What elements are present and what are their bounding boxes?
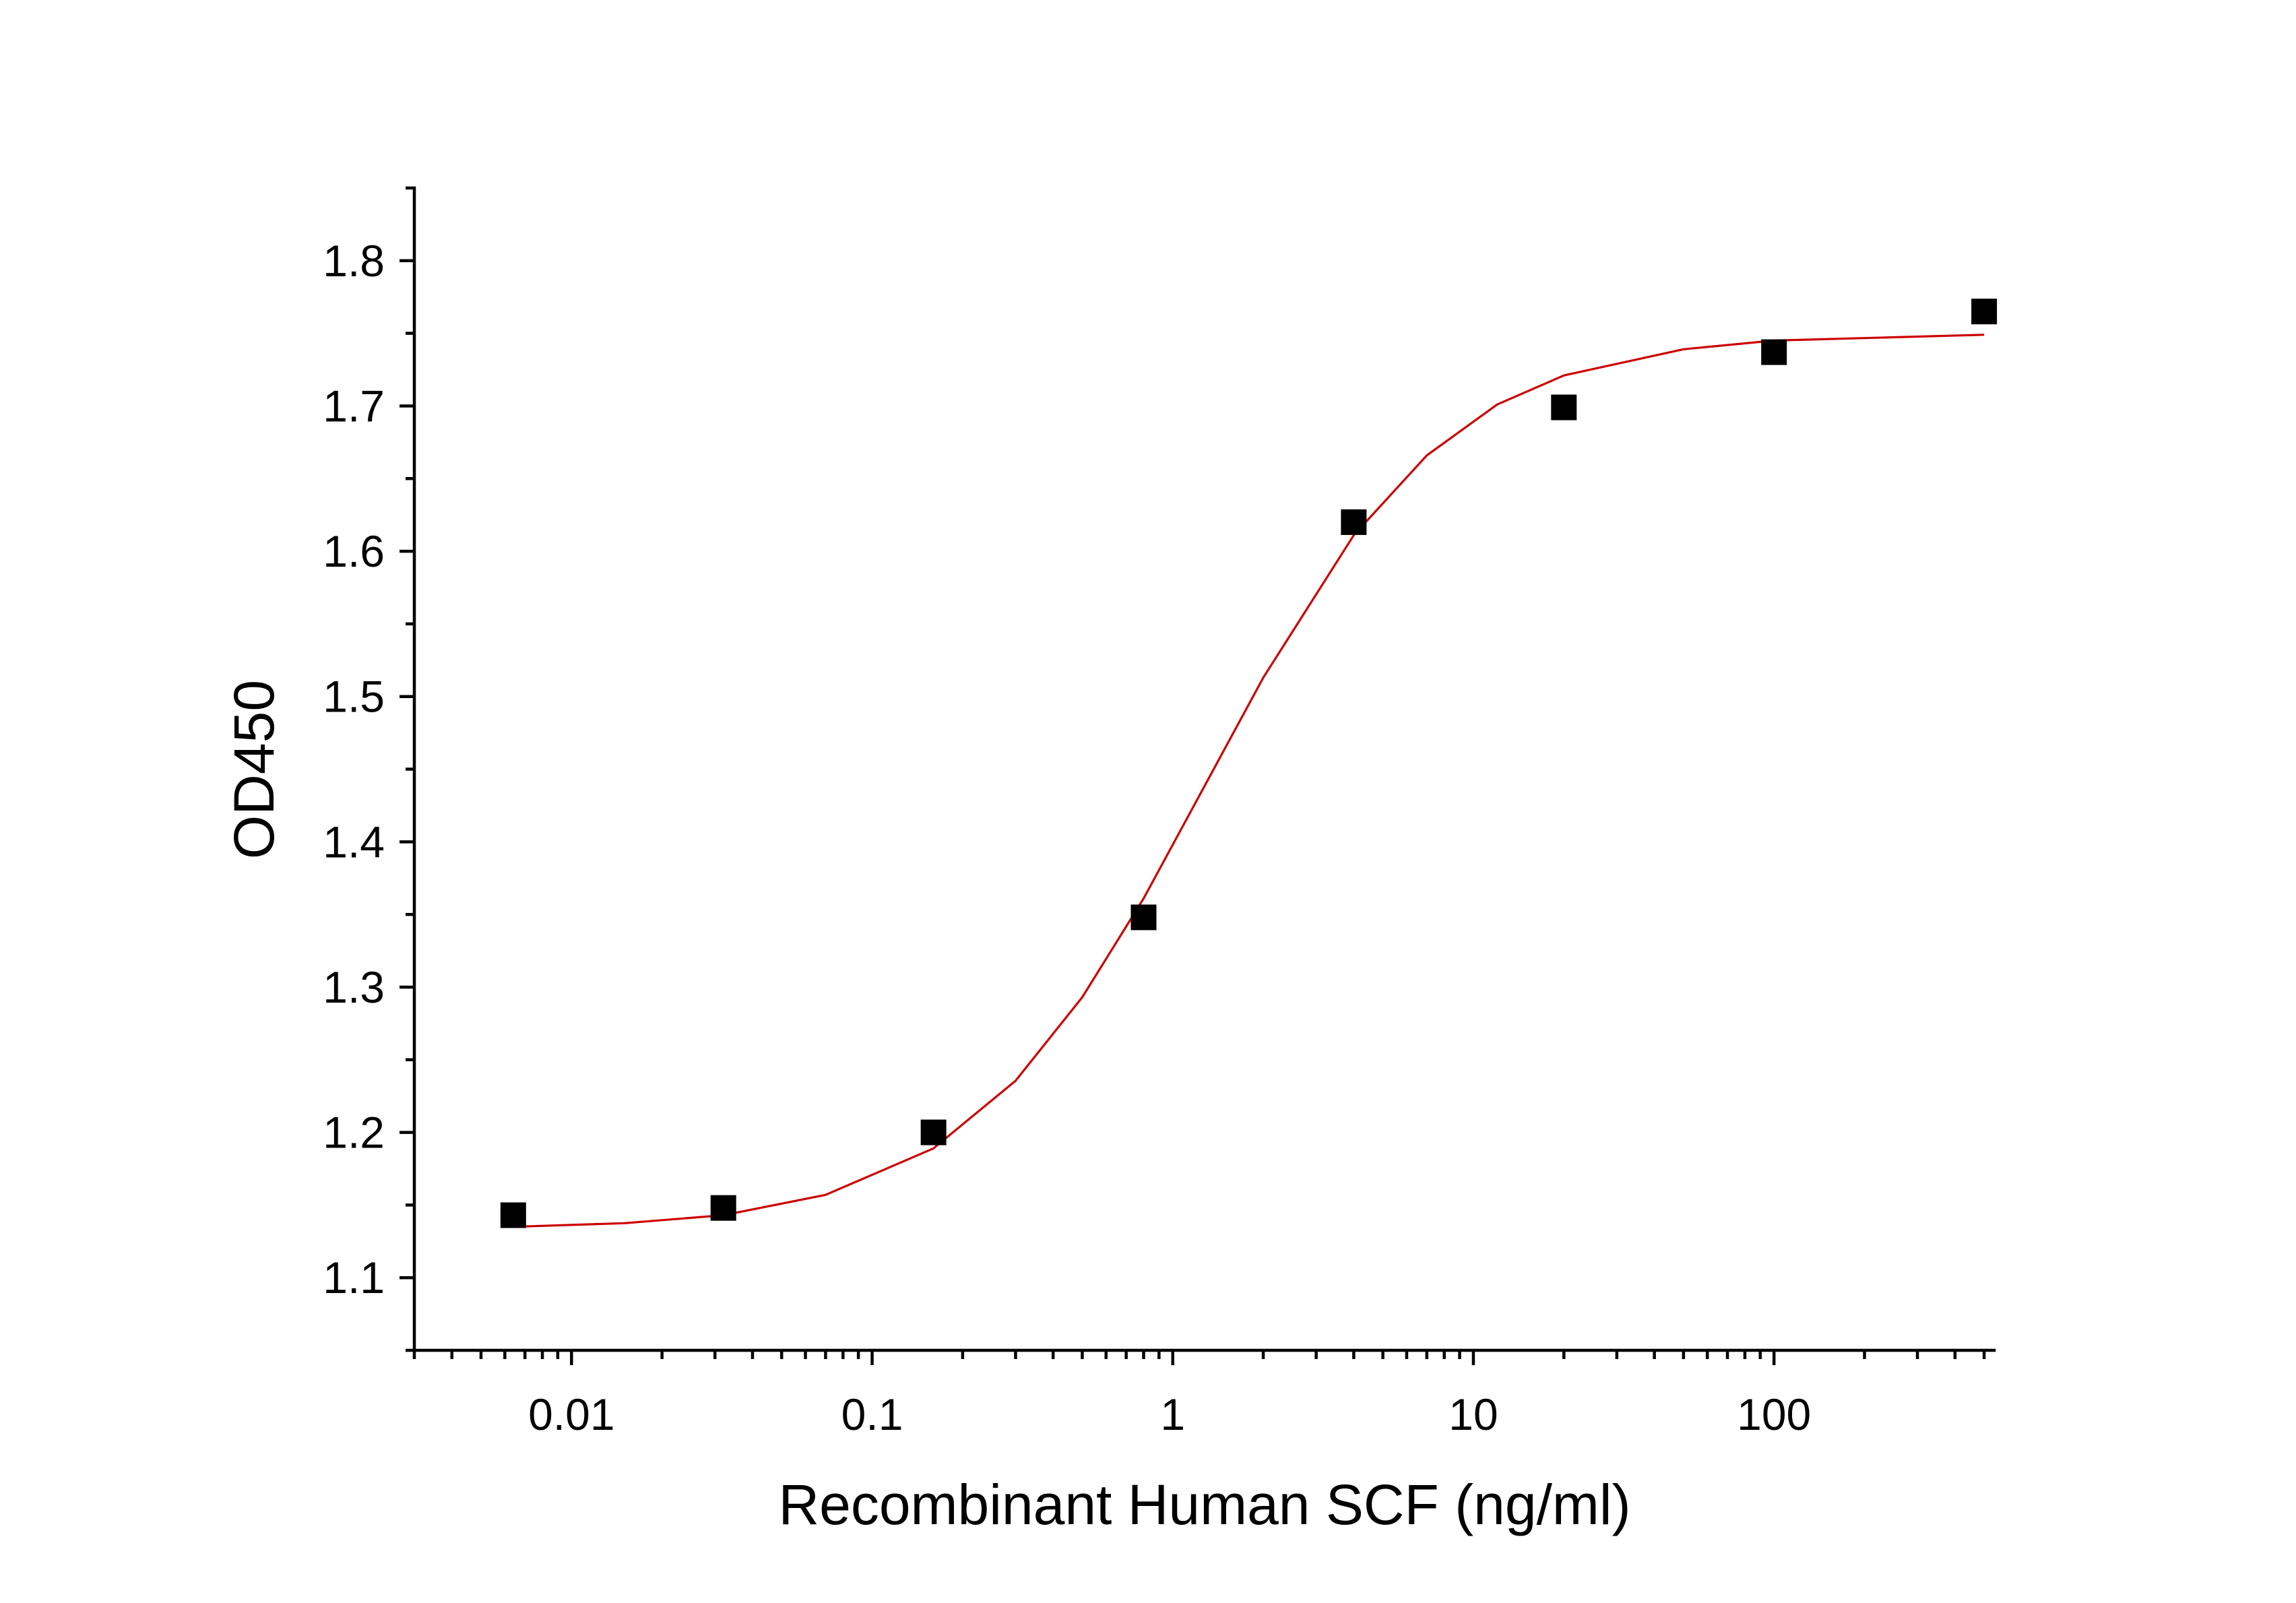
data-point: [1551, 394, 1577, 420]
x-tick-label: 10: [1448, 1389, 1498, 1439]
y-tick-label: 1.7: [323, 381, 385, 431]
y-tick-label: 1.1: [323, 1253, 385, 1302]
data-point: [1761, 339, 1787, 365]
data-point: [710, 1195, 736, 1221]
y-tick-label: 1.2: [323, 1108, 385, 1158]
x-axis-title: Recombinant Human SCF (ng/ml): [778, 1473, 1630, 1536]
data-point: [500, 1202, 526, 1228]
x-tick-label: 0.01: [528, 1389, 614, 1439]
x-tick-label: 1: [1160, 1389, 1185, 1439]
y-tick-label: 1.3: [323, 962, 385, 1012]
y-tick-label: 1.4: [323, 817, 385, 867]
x-tick-label: 0.1: [841, 1389, 903, 1439]
data-point: [1130, 904, 1157, 931]
data-point: [1971, 298, 1998, 325]
y-tick-label: 1.6: [323, 526, 385, 576]
y-axis-title: OD450: [222, 680, 286, 859]
x-tick-label: 100: [1737, 1389, 1811, 1439]
data-point: [1341, 509, 1367, 535]
y-tick-label: 1.8: [323, 236, 385, 286]
y-tick-label: 1.5: [323, 672, 385, 722]
fit-curve: [513, 334, 1985, 1228]
data-point: [920, 1119, 947, 1145]
